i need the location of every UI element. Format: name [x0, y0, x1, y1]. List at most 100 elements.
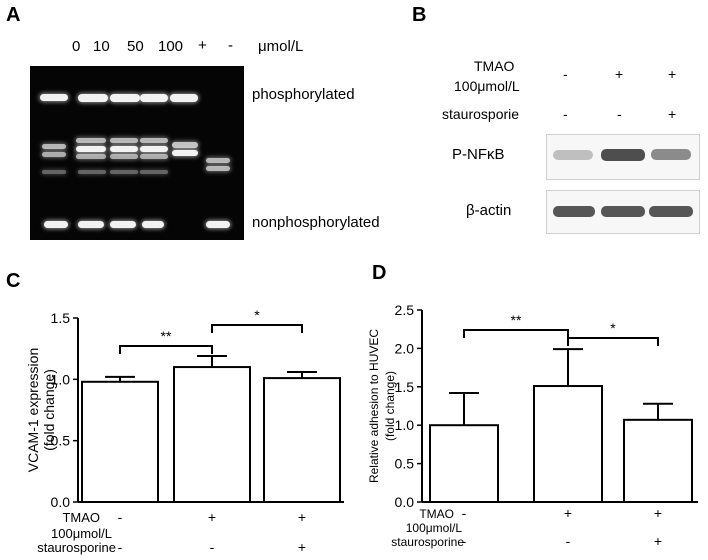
actin-band-2 [601, 206, 645, 217]
y-tick-label: 1.5 [395, 379, 415, 395]
stauro-sign: - [566, 533, 571, 549]
conc-label-50: 50 [127, 38, 144, 55]
beta-actin-label: β-actin [466, 202, 512, 219]
significance-bracket [211, 324, 303, 333]
significance-bracket [119, 345, 213, 354]
nonphosphorylated-label: nonphosphorylated [252, 214, 380, 231]
conc-label-100: 100 [158, 38, 184, 55]
tmao-sign: - [118, 509, 123, 525]
y-axis-label: VCAM-1 expression [25, 348, 41, 473]
y-tick-label: 0.5 [395, 456, 415, 472]
stauro-sign-3: + [668, 106, 677, 122]
gel-band [76, 146, 106, 152]
chart-c: 0.0 0.5 1.0 1.5 VCAM-1 expression (fold chang… [25, 307, 344, 555]
gel-band [172, 142, 198, 148]
y-tick-label: 1.5 [51, 310, 71, 326]
y-tick-label: 2.5 [395, 302, 415, 318]
phosphorylated-label: phosphorylated [252, 86, 355, 103]
y-tick-label: 2.0 [395, 340, 415, 356]
gel-band [78, 94, 108, 102]
gel-band [110, 221, 136, 228]
significance-label: * [254, 307, 260, 323]
pnfkb-band-2 [601, 149, 645, 161]
tmao-sign: + [298, 509, 306, 525]
row-label-tmao: TMAO [419, 507, 454, 521]
stauro-sign: - [462, 533, 467, 549]
conc-label-plus: + [198, 37, 207, 54]
panel-d-letter: D [372, 262, 387, 284]
gel-band [42, 170, 66, 174]
panel-b-letter: B [412, 4, 427, 26]
conc-unit-label: μmol/L [258, 38, 304, 55]
significance-bracket [463, 329, 569, 338]
y-tick-label: 0.0 [395, 494, 415, 510]
panel-c-letter: C [6, 270, 21, 292]
stauro-sign: + [654, 533, 662, 549]
gel-band [78, 221, 104, 228]
stauro-sign-2: - [617, 106, 622, 122]
beta-actin-blot [546, 190, 700, 234]
staurosporie-row-label: staurosporie [442, 106, 520, 122]
stauro-sign: - [210, 539, 215, 555]
bar [173, 366, 251, 503]
conc-label-0: 0 [72, 38, 81, 55]
stauro-sign: - [118, 539, 123, 555]
gel-band [78, 170, 106, 174]
y-axis-sublabel: (fold change) [41, 369, 57, 451]
tmao-sign: + [208, 509, 216, 525]
significance-label: ** [161, 328, 172, 344]
conc-label-10: 10 [93, 38, 110, 55]
conc-label-minus: - [228, 37, 233, 54]
gel-band [110, 154, 138, 159]
row-label-staurosporine: staurosporine [37, 540, 116, 555]
gel-band [142, 221, 164, 228]
stauro-sign: + [298, 539, 306, 555]
y-tick-label: 0.0 [51, 494, 71, 510]
row-label-staurosporine: staurosporine [391, 535, 464, 549]
gel-band [44, 221, 68, 228]
gel-band [172, 150, 198, 156]
significance-label: * [610, 320, 616, 336]
gel-band [140, 154, 168, 159]
gel-image [30, 66, 244, 240]
bar [263, 377, 341, 503]
bar [81, 380, 159, 503]
gel-band [170, 94, 198, 102]
chart-d: 0.0 0.5 1.0 1.5 2.0 2.5 Relative adhesion to H… [367, 302, 698, 549]
gel-band [40, 94, 68, 101]
gel-band [140, 146, 168, 152]
pnfkb-label: P-NFκB [452, 146, 505, 163]
bar [429, 424, 499, 503]
gel-band [110, 170, 138, 174]
row-label-tmao: TMAO [62, 510, 100, 525]
gel-band [206, 158, 230, 163]
pnfkb-blot [546, 134, 700, 180]
pnfkb-band-3 [651, 149, 691, 160]
tmao-sign-2: + [615, 66, 624, 82]
gel-band [110, 94, 140, 102]
row-label-dose: 100μmol/L [51, 526, 112, 541]
gel-band [42, 152, 66, 157]
gel-band [76, 138, 106, 143]
y-axis-sublabel: (fold change) [383, 371, 397, 441]
actin-band-1 [553, 206, 595, 217]
gel-band [110, 146, 138, 152]
bar [533, 385, 603, 503]
stauro-sign-1: - [563, 106, 568, 122]
tmao-sign-3: + [668, 66, 677, 82]
gel-band [206, 221, 230, 228]
significance-bracket [567, 337, 659, 346]
gel-band [140, 94, 168, 102]
gel-band [140, 138, 168, 143]
y-tick-label: 1.0 [51, 371, 71, 387]
tmao-sign: + [654, 505, 662, 521]
tmao-sign: + [564, 505, 572, 521]
y-tick-label: 0.5 [51, 433, 71, 449]
gel-band [76, 154, 106, 159]
bar [623, 418, 693, 504]
gel-band [206, 166, 230, 171]
significance-label: ** [511, 312, 522, 328]
tmao-row-label: TMAO [474, 58, 515, 74]
panel-a-letter: A [6, 4, 21, 26]
actin-band-3 [649, 206, 693, 217]
